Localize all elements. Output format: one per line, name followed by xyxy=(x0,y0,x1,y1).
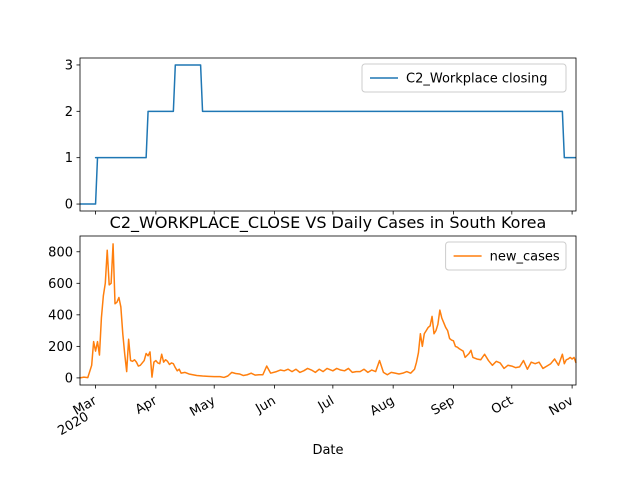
series-line-C2_Workplace closing xyxy=(80,64,576,205)
y-tick-label: 0 xyxy=(65,371,73,386)
legend-box xyxy=(445,241,567,271)
x-tick-label: Jul xyxy=(315,393,337,414)
y-tick-label: 200 xyxy=(48,340,73,355)
legend-label: new_cases xyxy=(490,250,560,265)
axes-frame xyxy=(79,235,577,386)
axes-frame xyxy=(79,57,577,212)
x-tick-label: May xyxy=(187,393,218,420)
y-tick-label: 2 xyxy=(65,105,73,120)
legend-label: C2_Workplace closing xyxy=(406,72,547,87)
x-tick-label: Apr xyxy=(133,393,161,418)
y-tick-label: 800 xyxy=(48,245,73,260)
top-subplot: 0 1 2 3 C2_Workplace closing xyxy=(65,57,577,215)
x-tick-label: Jun xyxy=(253,393,279,417)
x-tick-year-label: 2020 xyxy=(55,409,91,439)
y-tick-label: 400 xyxy=(48,308,73,323)
x-tick-label: Aug xyxy=(368,393,397,419)
x-tick-label: Nov xyxy=(547,393,577,419)
x-tick-label: Sep xyxy=(429,393,458,418)
x-tick-label: Oct xyxy=(489,393,516,417)
y-tick-label: 3 xyxy=(65,58,73,73)
chart-title: C2_WORKPLACE_CLOSE VS Daily Cases in Sou… xyxy=(110,213,547,233)
y-tick-label: 600 xyxy=(48,277,73,292)
y-tick-label: 1 xyxy=(65,151,73,166)
series-line-new_cases xyxy=(79,243,577,379)
x-axis-label: Date xyxy=(312,443,343,458)
legend-box xyxy=(361,63,567,93)
y-tick-label: 0 xyxy=(65,198,73,213)
